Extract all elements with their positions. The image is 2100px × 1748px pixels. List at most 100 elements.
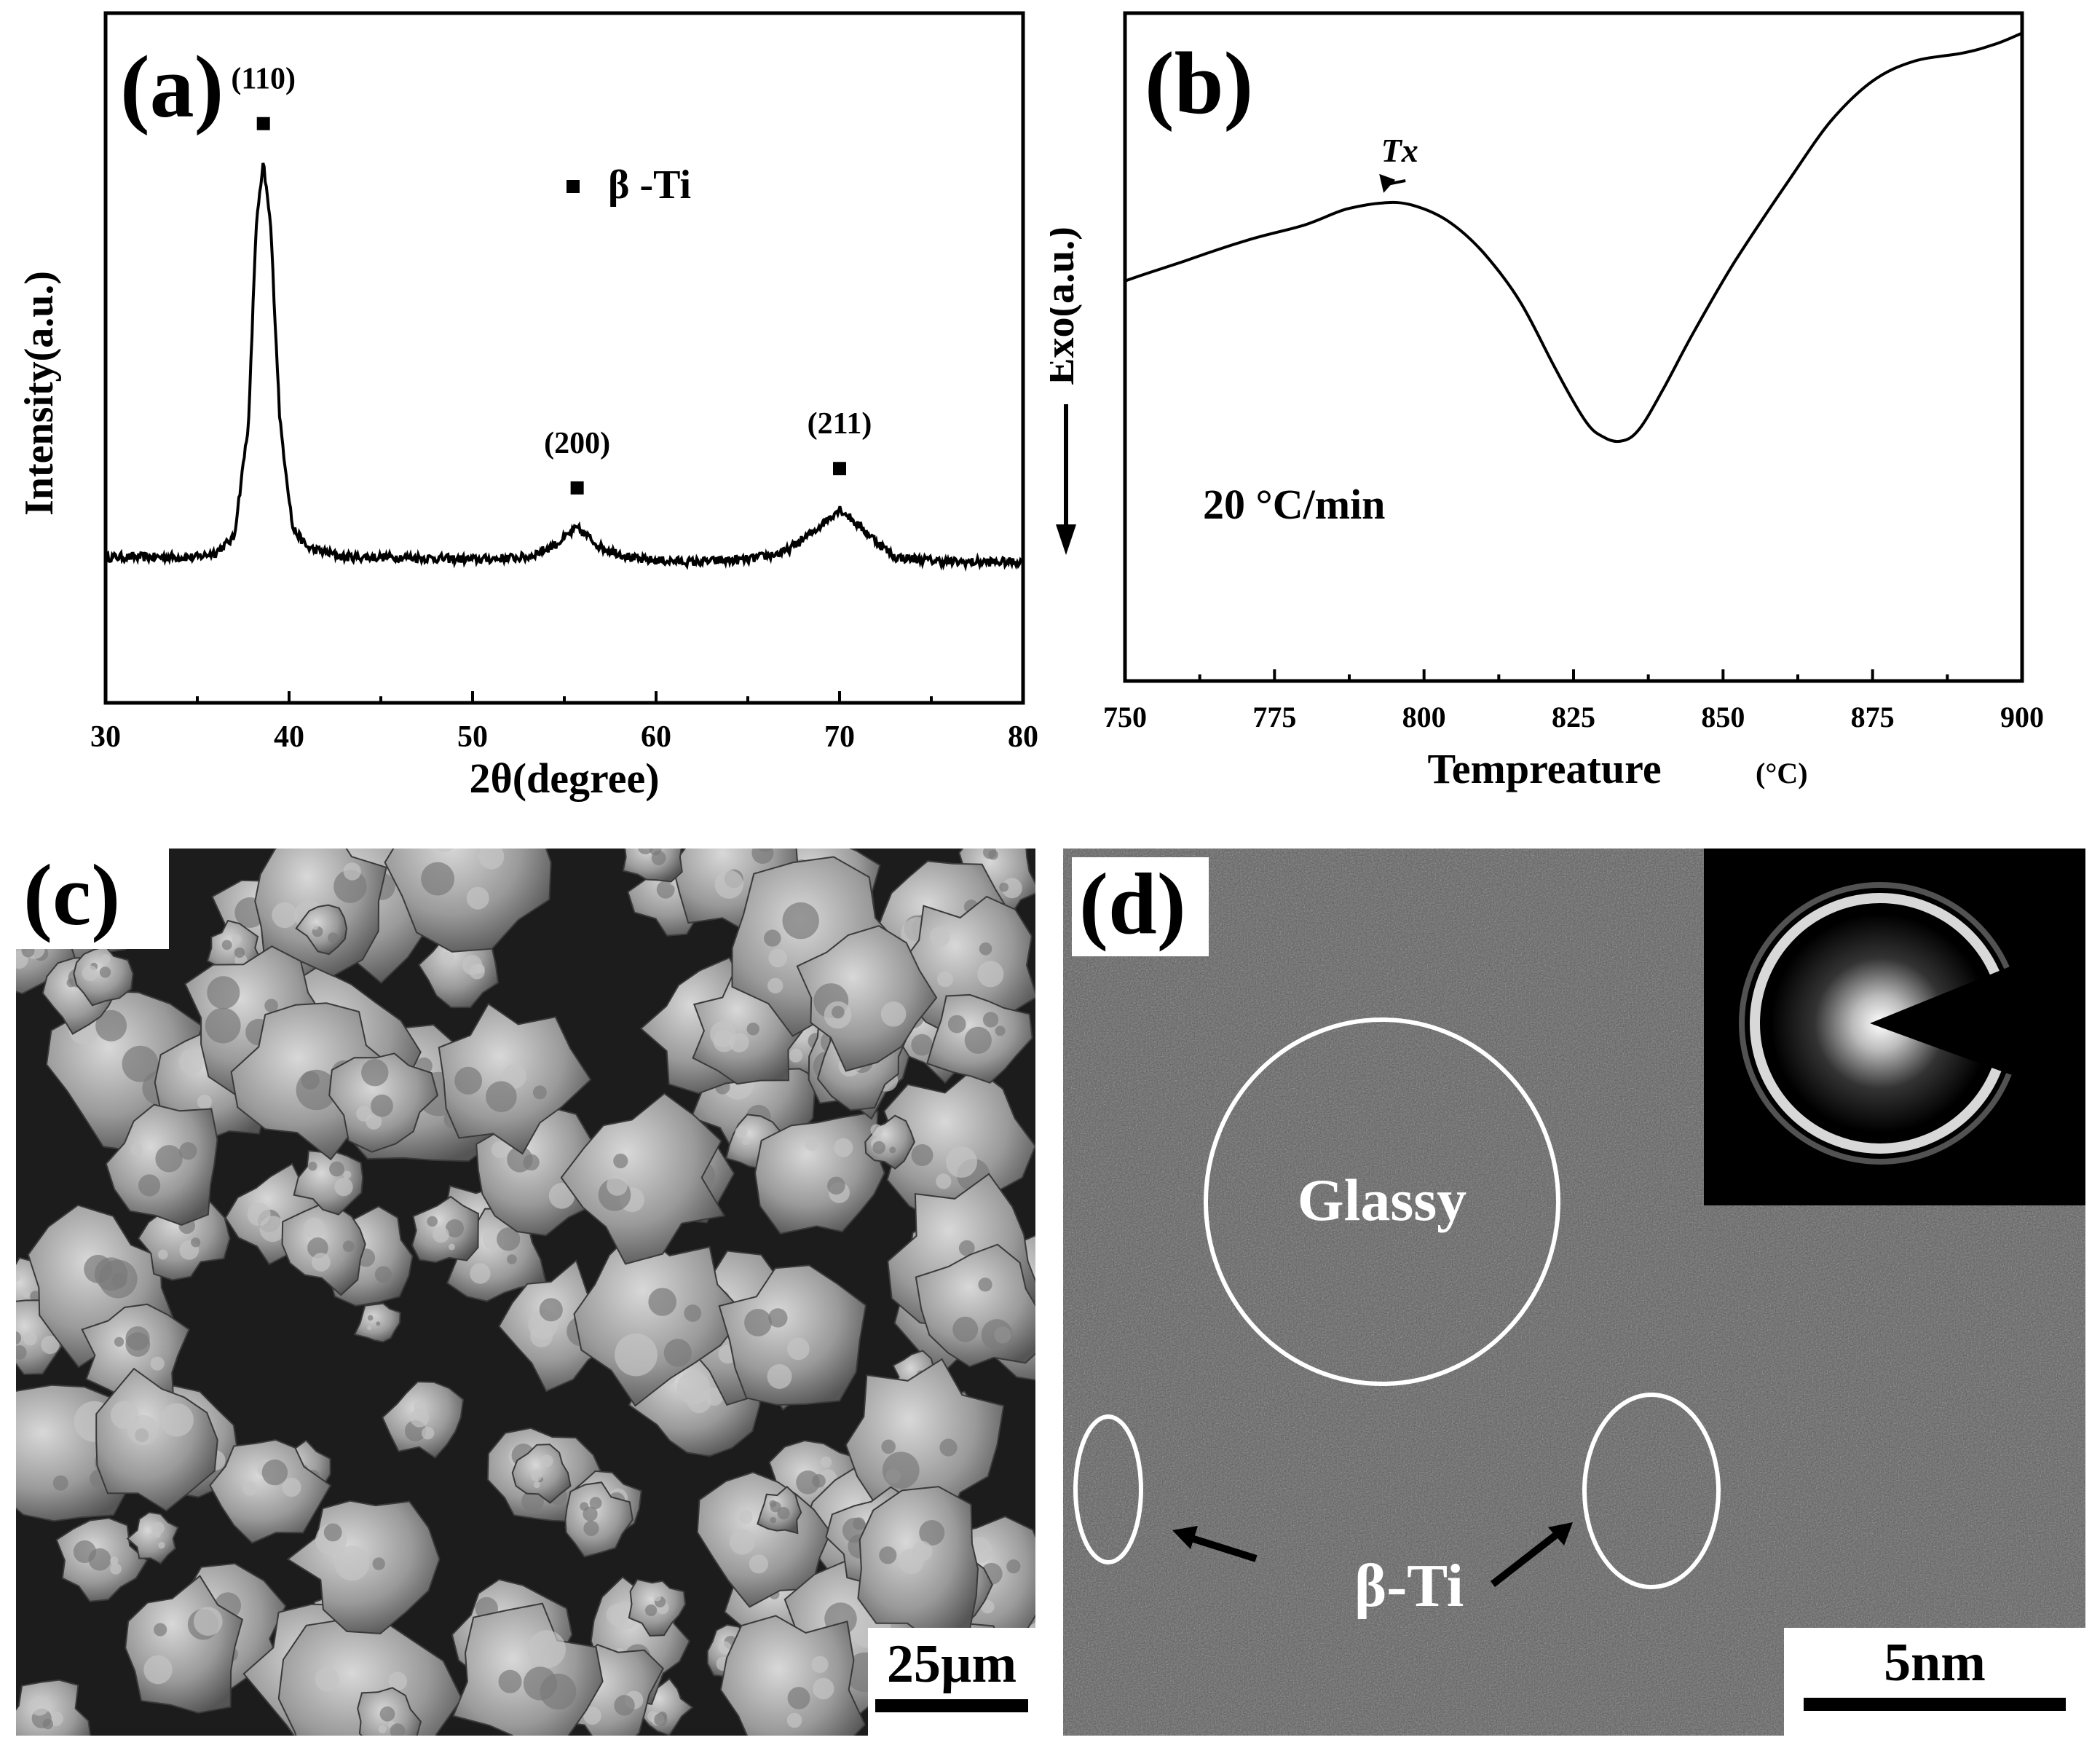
beta-ti-arrow-2-head [1548, 1522, 1573, 1546]
particle-facet [234, 947, 245, 958]
particle-facet [446, 1219, 464, 1237]
particle-facet [881, 1439, 896, 1454]
peak-marker-1 [570, 481, 584, 495]
particle-facet [952, 1316, 979, 1342]
x-axis-label-a: 2θ(degree) [469, 755, 659, 802]
particle-facet [796, 1471, 820, 1495]
beta-ti-region-2 [1582, 1393, 1721, 1589]
particle-facet [478, 849, 505, 870]
particle-facet [41, 1335, 60, 1355]
powder-particle [796, 925, 938, 1072]
saed-inset [1704, 849, 2085, 1205]
beam-stopper [1870, 936, 2085, 1089]
particle-facet [789, 1048, 803, 1063]
particle-facet [367, 1315, 374, 1321]
particle-facet [16, 1273, 20, 1282]
particle-facet [372, 1557, 385, 1570]
particle-facet [30, 1291, 42, 1302]
particle-facet [242, 1481, 258, 1496]
particle-facet [540, 1454, 553, 1468]
particle-facet [982, 1012, 999, 1028]
particle-facet [770, 1516, 777, 1524]
particle-facet [958, 1240, 975, 1256]
x-tick-label-a: 40 [274, 720, 304, 754]
particle-facet [421, 1427, 435, 1440]
particle-facet [880, 1001, 907, 1027]
panel-a-label: (a) [120, 38, 224, 136]
particle-facet [978, 1277, 992, 1292]
particle-facet [532, 1085, 547, 1100]
particle-facet [282, 1477, 301, 1497]
peak-label-0: (110) [231, 63, 296, 96]
particle-facet [114, 1336, 125, 1347]
x-tick-label-a: 30 [90, 720, 121, 754]
y-axis-label-a: Intensity(a.u.) [17, 271, 62, 516]
x-tick-label-a: 60 [641, 720, 671, 754]
particle-facet [99, 966, 111, 978]
particle-facet [746, 1023, 759, 1036]
particle-facet [329, 1161, 344, 1177]
particle-facet [272, 902, 298, 929]
particle-facet [150, 1356, 165, 1371]
powder-particle [126, 1511, 179, 1564]
particle-facet [433, 1226, 449, 1243]
particle-facet [583, 1706, 601, 1725]
particle-facet [486, 1081, 517, 1112]
particle-facet [653, 1593, 661, 1602]
particle-facet [770, 1501, 781, 1513]
particle-facet [767, 1363, 792, 1389]
particle-facet [427, 1216, 438, 1227]
particle-facet [507, 1254, 517, 1264]
powder-particle [277, 1618, 463, 1736]
particle-facet [323, 1523, 342, 1542]
particle-facet [191, 1237, 201, 1248]
y-axis-label-b: Exo(a.u.) [1050, 227, 1083, 385]
particle-facet [138, 1174, 161, 1197]
beta-ti-arrow-1 [1185, 1533, 1258, 1562]
peak-marker-0 [256, 117, 270, 130]
glassy-region-circle [1204, 1017, 1560, 1386]
particle-facet [947, 1015, 966, 1034]
particle-facet [315, 1667, 339, 1692]
particle-facet [911, 1144, 933, 1166]
particle-facet [919, 1520, 945, 1546]
particle-facet [729, 1529, 755, 1555]
particle-facet [390, 1723, 406, 1736]
particle-facet [1006, 1559, 1021, 1574]
particle-facet [178, 1049, 205, 1074]
particle-facet [615, 1333, 658, 1377]
particle-facet [937, 971, 953, 988]
particle-facet [834, 1138, 853, 1157]
x-tick-label-b: 875 [1851, 701, 1895, 733]
scale-bar-c-line [875, 1699, 1028, 1712]
beta-ti-arrow-2 [1490, 1530, 1561, 1587]
particle-facet [179, 1142, 197, 1160]
particle-facet [130, 1143, 143, 1156]
particle-facet [1002, 878, 1022, 899]
particle-facet [939, 1438, 958, 1457]
particle-facet [946, 1146, 977, 1178]
particle-facet [491, 1141, 508, 1158]
particle-facet [373, 1316, 378, 1321]
panel-a: 30 40 50 60 70 80 (110) (200) (211) β -Ti 2θ(degre… [0, 0, 1050, 823]
particle-facet [735, 1125, 748, 1138]
particle-facet [507, 1146, 533, 1173]
particle-facet [42, 1718, 53, 1730]
particle-facet [379, 1706, 395, 1722]
particle-facet [16, 1345, 27, 1360]
particle-facet [533, 1481, 540, 1489]
particle-facet [648, 1288, 676, 1316]
particle-facet [259, 1216, 286, 1243]
beta-ti-region-1 [1073, 1414, 1143, 1564]
particle-facet [767, 977, 783, 993]
plot-frame-b [1123, 11, 2024, 683]
particle-facet [454, 1066, 483, 1095]
particle-facet [977, 961, 1004, 988]
particle-facet [388, 1672, 407, 1690]
particle-facet [410, 1408, 430, 1428]
particle-facet [820, 1456, 832, 1468]
particle-facet [663, 1339, 692, 1367]
particle-facet [151, 1521, 165, 1535]
particle-facet [421, 862, 454, 896]
particle-facet [52, 1475, 68, 1491]
